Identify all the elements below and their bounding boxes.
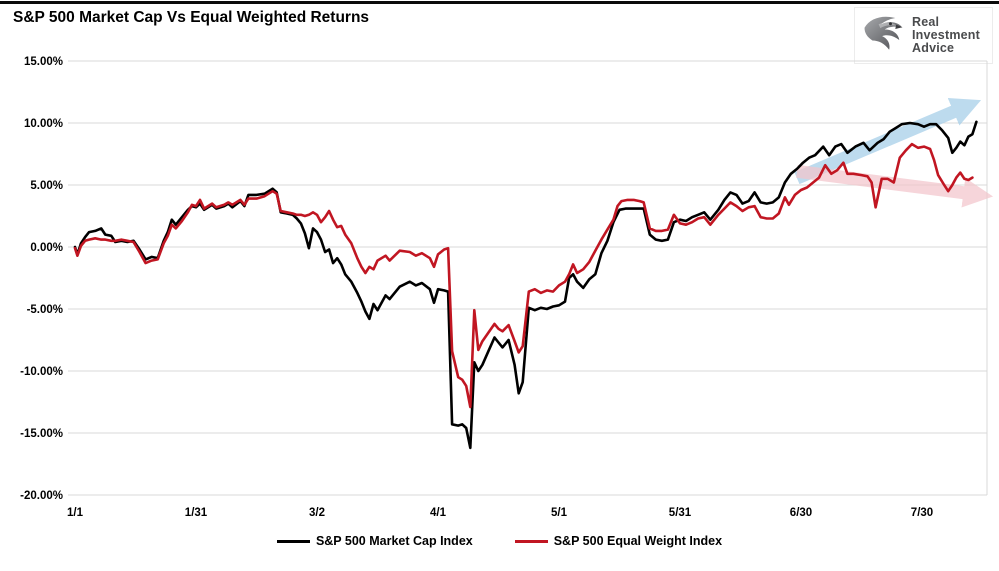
eagle-icon bbox=[861, 11, 905, 60]
legend-label: S&P 500 Equal Weight Index bbox=[553, 534, 723, 548]
real-investment-advice-logo: Real Investment Advice bbox=[854, 7, 993, 64]
legend-line-swatch bbox=[514, 539, 548, 543]
x-axis-tick-label: 1/1 bbox=[67, 507, 84, 519]
x-axis-tick-label: 5/1 bbox=[551, 507, 568, 519]
x-axis-tick-label: 1/31 bbox=[185, 507, 208, 519]
logo-line-2: Investment bbox=[912, 28, 980, 42]
y-axis-tick-label: -20.00% bbox=[20, 490, 63, 502]
y-axis-tick-label: 5.00% bbox=[30, 180, 63, 192]
y-axis-tick-label: 15.00% bbox=[24, 56, 63, 68]
y-axis-tick-label: -10.00% bbox=[20, 366, 63, 378]
logo-line-3: Advice bbox=[912, 41, 955, 55]
x-axis-tick-label: 7/30 bbox=[911, 507, 933, 519]
x-axis-tick-label: 4/1 bbox=[430, 507, 447, 519]
logo-line-1: Real bbox=[912, 15, 940, 29]
x-axis-tick-label: 3/2 bbox=[309, 507, 325, 519]
top-border-rule bbox=[0, 1, 999, 4]
y-axis-tick-label: -5.00% bbox=[27, 304, 63, 316]
chart-legend: S&P 500 Market Cap Index S&P 500 Equal We… bbox=[0, 534, 999, 548]
x-axis-tick-label: 6/30 bbox=[790, 507, 812, 519]
y-axis-tick-label: 0.00% bbox=[30, 242, 63, 254]
y-axis-tick-label: 10.00% bbox=[24, 118, 63, 130]
y-axis-tick-label: -15.00% bbox=[20, 428, 63, 440]
legend-label: S&P 500 Market Cap Index bbox=[315, 534, 473, 548]
legend-item: S&P 500 Market Cap Index bbox=[276, 534, 473, 548]
series-line-s-p-500-equal-weight-index bbox=[73, 142, 974, 409]
legend-line-swatch bbox=[276, 539, 310, 543]
chart-title: S&P 500 Market Cap Vs Equal Weighted Ret… bbox=[13, 9, 370, 26]
x-axis-tick-label: 5/31 bbox=[669, 507, 692, 519]
legend-item: S&P 500 Equal Weight Index bbox=[514, 534, 723, 548]
logo-wordmark: Real Investment Advice bbox=[912, 16, 980, 55]
